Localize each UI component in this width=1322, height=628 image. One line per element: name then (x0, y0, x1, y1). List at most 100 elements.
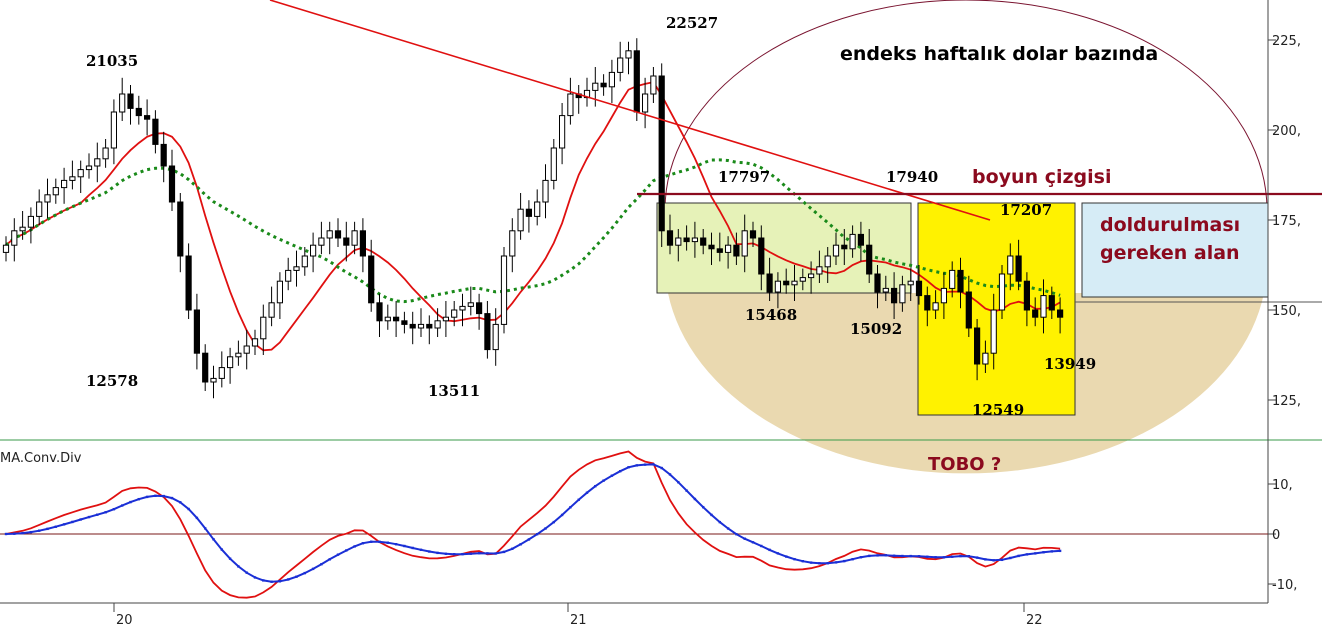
x-tick-label: 21 (570, 613, 587, 628)
macd-signal-marker (975, 556, 979, 559)
macd-signal-marker (527, 538, 531, 541)
candle-body (691, 237, 698, 243)
candle-body (36, 201, 43, 217)
candle-body (27, 215, 34, 228)
macd-signal-marker (469, 552, 472, 555)
macd-signal-marker (511, 547, 514, 550)
candle-body (974, 327, 981, 365)
macd-signal-marker (901, 554, 904, 558)
macd-signal-marker (710, 513, 713, 517)
x-tick-label: 20 (116, 613, 133, 628)
candle-body (783, 280, 790, 286)
candle-body (417, 323, 425, 329)
macd-signal-marker (361, 542, 365, 545)
macd-signal-marker (760, 544, 763, 548)
candle-body (135, 107, 142, 117)
macd-signal-marker (220, 548, 223, 551)
macd-signal-marker (652, 463, 655, 466)
candle-body (891, 287, 898, 304)
candle-body (2, 244, 10, 253)
candle-body (899, 284, 906, 304)
candle-body (857, 233, 864, 246)
macd-signal-marker (726, 527, 730, 530)
candle-body (102, 147, 109, 160)
macd-signal-marker (1000, 558, 1004, 562)
macd-signal-marker (818, 562, 821, 565)
candle-body (741, 230, 748, 257)
candle-body (152, 118, 159, 145)
candle-body (907, 280, 914, 286)
macd-signal-marker (129, 500, 132, 504)
candle-body (434, 320, 441, 329)
macd-signal-marker (942, 556, 946, 559)
macd-y-tick-label: 10, (1272, 478, 1293, 493)
macd-signal-marker (145, 495, 149, 499)
candle-body (127, 93, 134, 109)
macd-y-tick-label: -10, (1272, 578, 1297, 593)
neckline-label: boyun çizgisi (972, 166, 1111, 188)
annotation-label: 17797 (718, 168, 770, 186)
candle-body (600, 82, 607, 88)
macd-signal-marker (54, 525, 57, 528)
macd-signal-marker (643, 463, 647, 466)
annotation-label: 22527 (666, 14, 718, 32)
candle-body (642, 93, 649, 113)
ma-long-line (5, 158, 1061, 304)
candle-body (982, 352, 989, 365)
candle-body (69, 176, 76, 181)
macd-signal-marker (212, 538, 215, 541)
y-tick-label: 125, (1272, 394, 1301, 409)
macd-signal-marker (237, 565, 240, 568)
macd-signal-marker (577, 498, 580, 501)
macd-signal-marker (4, 532, 8, 536)
candle-body (500, 255, 508, 325)
candle-body (326, 230, 333, 239)
candle-body (559, 115, 566, 149)
macd-signal-marker (668, 473, 672, 476)
macd-signal-marker (112, 507, 116, 511)
macd-signal-marker (353, 545, 356, 548)
candle-body (998, 273, 1006, 311)
macd-signal-marker (909, 554, 912, 558)
candle-body (210, 377, 217, 383)
candle-body (1015, 255, 1022, 282)
candle-body (426, 323, 433, 329)
macd-signal-marker (619, 470, 622, 473)
macd-signal-marker (776, 552, 780, 555)
candle-body (359, 230, 366, 257)
macd-signal-marker (834, 561, 838, 564)
macd-signal-marker (851, 558, 854, 561)
candle-body (484, 313, 491, 351)
macd-signal-marker (685, 489, 688, 492)
macd-signal-marker (336, 553, 340, 556)
candle-body (1007, 255, 1014, 275)
candle-body (442, 316, 449, 322)
candle-body (625, 50, 632, 59)
macd-signal-marker (876, 554, 879, 557)
trend-line (269, 0, 991, 221)
tobo-label: TOBO ? (928, 454, 1001, 475)
candle-body (467, 302, 474, 307)
candle-body (509, 230, 516, 257)
candle-body (227, 356, 234, 369)
candle-body (185, 255, 192, 311)
candle-body (168, 165, 176, 203)
price-lines (5, 81, 1061, 352)
macd-signal-marker (560, 513, 564, 517)
candle-body (633, 50, 640, 113)
candle-body (459, 305, 466, 311)
macd-signal-marker (453, 553, 456, 556)
annotation-label: 15468 (745, 306, 797, 324)
candle-body (700, 237, 707, 246)
macd-signal-marker (718, 520, 721, 524)
macd-signal-marker (13, 532, 16, 535)
overlay-lines (269, 0, 1322, 303)
macd-signal-marker (751, 541, 755, 544)
macd-signal-marker (187, 507, 190, 511)
candle-body (177, 201, 184, 257)
candle-body (276, 280, 283, 304)
macd-signal-marker (552, 520, 555, 524)
macd-signal-marker (428, 550, 431, 553)
fill-area-label-1: doldurulması (1100, 214, 1240, 236)
macd-signal-marker (801, 560, 804, 563)
